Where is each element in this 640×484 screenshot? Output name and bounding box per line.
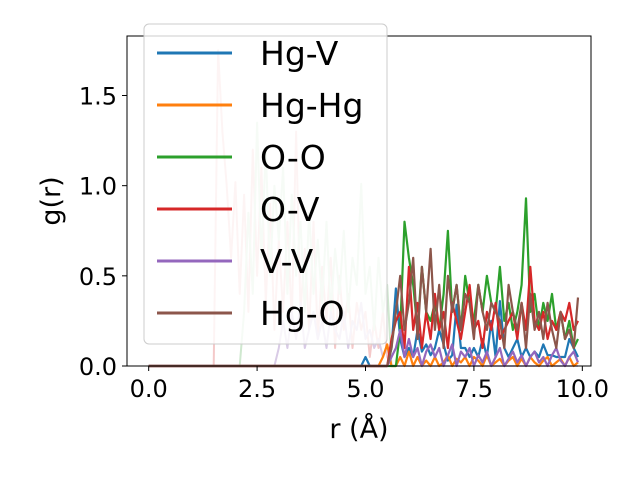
y-axis-label: g(r)	[36, 176, 67, 225]
x-tick-label: 2.5	[238, 375, 276, 403]
legend-label: Hg-Hg	[260, 86, 363, 125]
y-tick-label: 1.5	[79, 83, 117, 111]
y-axis-ticks: 0.0 0.5 1.0 1.5	[79, 83, 127, 381]
legend-items: Hg-V Hg-Hg O-O O-V V-V Hg-O	[157, 34, 363, 333]
x-axis-ticks: 0.0 2.5 5.0 7.5 10.0	[130, 366, 609, 403]
legend-label: Hg-O	[260, 294, 345, 333]
x-tick-label: 10.0	[556, 375, 609, 403]
x-axis-label: r (Å)	[329, 413, 388, 445]
legend-label: V-V	[260, 242, 314, 281]
legend-label: O-V	[260, 190, 320, 229]
y-tick-label: 0.0	[79, 353, 117, 381]
x-tick-label: 7.5	[455, 375, 493, 403]
y-tick-label: 0.5	[79, 263, 117, 291]
legend: Hg-V Hg-Hg O-O O-V V-V Hg-O	[143, 23, 388, 345]
x-tick-label: 5.0	[346, 375, 384, 403]
legend-label: O-O	[260, 138, 326, 177]
y-tick-label: 1.0	[79, 173, 117, 201]
x-tick-label: 0.0	[130, 375, 168, 403]
legend-label: Hg-V	[260, 34, 339, 73]
